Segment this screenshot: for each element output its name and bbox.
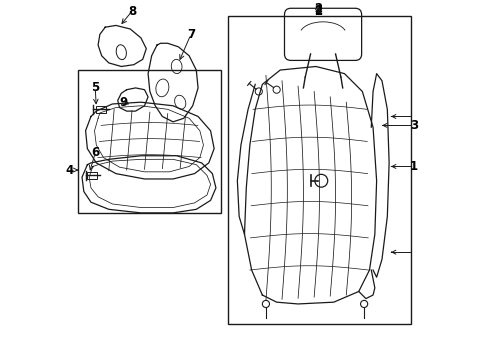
- Text: 3: 3: [409, 119, 417, 132]
- Text: 2: 2: [313, 2, 321, 15]
- Text: 5: 5: [91, 81, 99, 94]
- Text: 7: 7: [186, 28, 195, 41]
- Text: 9: 9: [119, 96, 127, 109]
- Bar: [95, 106, 106, 113]
- Text: 2: 2: [313, 4, 321, 17]
- Text: 4: 4: [65, 163, 74, 176]
- Text: 6: 6: [91, 147, 99, 159]
- Text: 1: 1: [409, 160, 417, 173]
- Bar: [87, 172, 97, 179]
- Bar: [78, 70, 221, 213]
- Bar: [228, 17, 410, 324]
- Text: 2: 2: [313, 5, 321, 18]
- Text: 8: 8: [128, 5, 136, 18]
